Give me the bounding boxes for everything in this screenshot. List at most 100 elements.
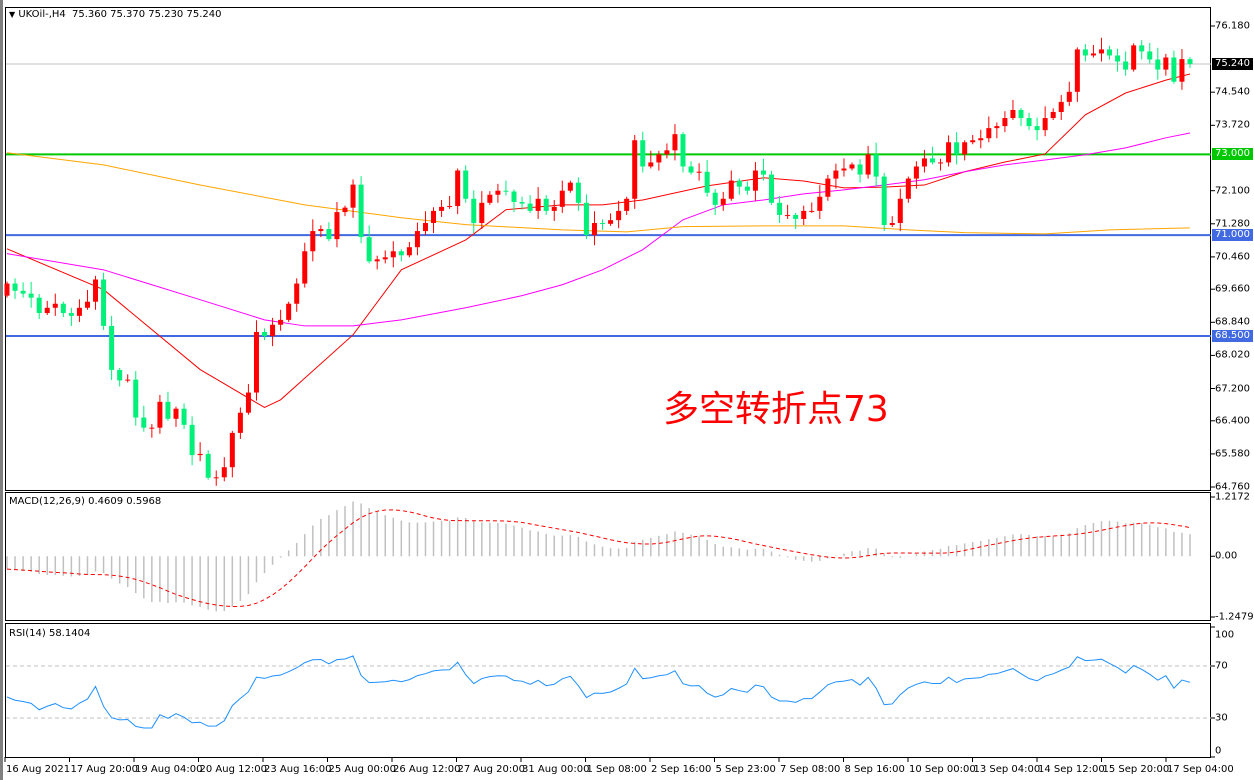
candle-bearish [189,424,195,456]
candle-bullish [149,427,155,429]
price-tick-label: 64.760 [1215,481,1250,493]
candle-bearish [165,401,171,419]
candle-bullish [76,307,82,316]
candle-bearish [1171,57,1177,82]
candle-bullish [374,259,380,262]
price-tick-label: 69.660 [1215,283,1250,295]
candle-bullish [213,477,219,479]
candle-bearish [398,251,404,256]
chart-header: ▼ UKOil-,H4 75.360 75.370 75.230 75.240 [9,9,221,20]
candle-bearish [1018,109,1024,119]
level-tag-73.000: 73.000 [1212,148,1253,161]
macd-tick-label: 0.00 [1215,550,1238,562]
candle-bearish [262,331,268,337]
time-tick-label: 17 Aug 20:00 [70,764,138,775]
time-tick-label: 10 Sep 00:00 [909,764,976,775]
candle-bullish [632,140,638,199]
candle-bullish [567,182,573,191]
candle-bullish [962,142,968,155]
candle-bullish [1010,109,1016,119]
price-chart-panel[interactable] [5,7,1211,491]
symbol-label: UKOil-,H4 [18,9,66,20]
triangle-down-icon[interactable]: ▼ [9,10,16,19]
rsi-panel[interactable] [5,623,1211,758]
candle-bearish [503,190,509,192]
time-tick-label: 19 Aug 04:00 [135,764,203,775]
candle-bearish [1147,51,1153,60]
candle-bullish [833,170,839,179]
price-tick-label: 68.840 [1215,316,1250,328]
candle-bullish [278,319,284,325]
candle-bearish [36,297,42,314]
candle-bullish [1074,49,1080,92]
time-tick-label: 15 Sep 20:00 [1102,764,1170,775]
moving-average-3 [6,152,1191,235]
candle-bearish [583,202,589,236]
candle-bearish [1187,59,1193,64]
candle-bullish [1058,101,1064,112]
ohlc-values: 75.360 75.370 75.230 75.240 [71,9,222,20]
macd-tick-label: 1.2172 [1215,491,1250,503]
candle-bullish [591,222,597,236]
candle-bullish [495,190,501,195]
candle-bullish [841,168,847,171]
candle-bullish [173,408,179,419]
candle-bullish [245,392,251,413]
candle-bullish [938,162,944,164]
rsi-tick-label: 0 [1215,745,1222,757]
candle-bullish [270,324,276,337]
candle-bullish [342,207,348,213]
candle-bullish [921,158,927,167]
candle-bullish [302,251,308,284]
candle-bearish [712,192,718,205]
level-tag-71.000: 71.000 [1212,229,1253,242]
candle-bearish [20,290,26,294]
candle-bullish [447,206,453,208]
time-tick-label: 13 Sep 04:00 [973,764,1041,775]
candle-bullish [479,202,485,223]
candle-bullish [809,210,815,212]
candle-bullish [390,251,396,258]
candle-bullish [913,166,919,179]
candle-bearish [769,174,775,203]
candle-bullish [752,170,758,191]
candle-bullish [1179,59,1185,82]
candle-bearish [881,176,887,226]
time-tick-label: 1 Sep 08:00 [586,764,647,775]
candle-bearish [60,303,66,314]
time-tick-label: 25 Aug 00:00 [328,764,396,775]
rsi-tick-label: 100 [1215,629,1235,641]
candle-bullish [1050,111,1056,119]
candle-bullish [1066,91,1072,102]
candle-bearish [1115,55,1121,62]
price-tick-label: 67.200 [1215,383,1250,394]
candle-bullish [720,198,726,205]
candle-bullish [905,178,911,199]
time-tick-label: 26 Aug 12:00 [393,764,461,775]
annotation-text: 多空转折点73 [663,389,889,430]
candle-bearish [463,170,469,199]
candle-bullish [1002,118,1008,127]
macd-panel[interactable] [5,492,1211,621]
candle-bullish [350,184,356,208]
rsi-line [6,655,1191,729]
candle-bearish [205,453,211,478]
candle-bearish [575,182,581,203]
candle-bearish [366,237,372,262]
candle-bearish [600,222,606,224]
candle-bullish [648,162,654,167]
candle-bullish [817,196,823,211]
candle-bearish [527,203,533,211]
candle-bearish [12,283,18,291]
candle-bearish [326,229,332,240]
candle-bullish [422,222,428,232]
candle-bullish [294,283,300,304]
candle-bullish [889,222,895,226]
price-tick-label: 73.720 [1215,119,1250,131]
candle-bullish [624,198,630,211]
candle-bullish [551,206,557,211]
candle-bearish [519,202,525,204]
candle-bearish [1107,49,1113,56]
candle-bullish [1090,53,1096,56]
